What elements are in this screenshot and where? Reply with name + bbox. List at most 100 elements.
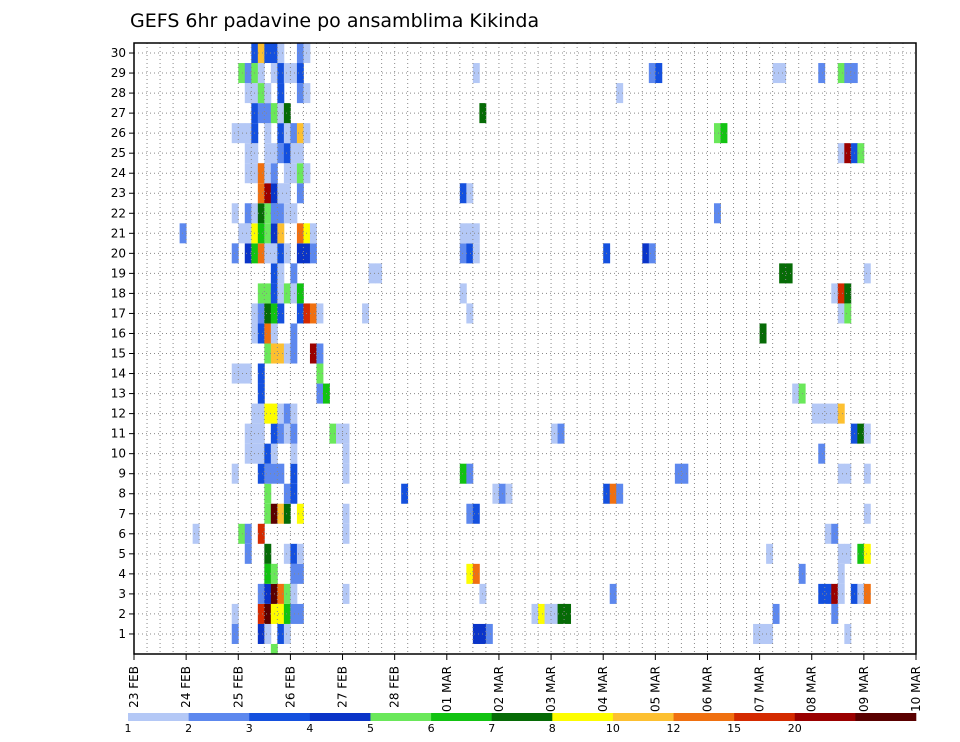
x-tick-label-12: 07 MAR [753, 666, 767, 712]
y-tick-label-12: 12 [111, 407, 126, 421]
cell-member-13-0 [257, 383, 265, 404]
cell-member-18-0 [257, 283, 265, 304]
colorbar-label-1: 2 [185, 722, 192, 735]
cell-member-17-2 [264, 303, 272, 324]
y-tick-label-19: 19 [111, 266, 126, 280]
cell-member-3-3 [277, 583, 285, 604]
colorbar-swatch-6 [491, 713, 553, 721]
cell-member-26-4 [264, 123, 272, 144]
y-tick-label-8: 8 [118, 487, 126, 501]
cell-member-20-16 [648, 243, 656, 264]
cell-member-20-10 [309, 243, 317, 264]
colorbar-label-4: 5 [367, 722, 374, 735]
cell-member-29-6 [283, 63, 291, 84]
cell-member-4-0 [264, 563, 272, 584]
y-tick-label-17: 17 [111, 306, 126, 320]
cell-member-2-13 [564, 603, 572, 624]
cell-member-26-11 [720, 123, 728, 144]
y-tick-label-3: 3 [118, 587, 126, 601]
cell-member-2-2 [264, 603, 272, 624]
cell-member-3-9 [818, 583, 826, 604]
cell-member-6-4 [342, 523, 350, 544]
cell-member-26-10 [713, 123, 721, 144]
y-tick-label-25: 25 [111, 146, 126, 160]
y-tick-label-2: 2 [118, 607, 126, 621]
cell-member-12-9 [824, 403, 832, 424]
cell-member-26-0 [231, 123, 239, 144]
cell-member-22-7 [283, 203, 291, 224]
cell-member-21-1 [238, 223, 246, 244]
cell-member-14-0 [231, 363, 239, 384]
y-tick-label-5: 5 [118, 547, 126, 561]
x-tick-label-5: 28 FEB [388, 666, 402, 708]
cell-member-20-8 [296, 243, 304, 264]
cell-member-3-14 [857, 583, 865, 604]
cell-member-12-5 [283, 403, 291, 424]
cell-member-22-6 [277, 203, 285, 224]
cell-member-17-10 [466, 303, 474, 324]
cell-member-9-0 [231, 463, 239, 484]
y-tick-label-24: 24 [111, 166, 126, 180]
cell-member-27-2 [264, 103, 272, 124]
cell-member-2-1 [257, 603, 265, 624]
cell-member-2-0 [231, 603, 239, 624]
cell-member-19-2 [290, 263, 298, 284]
cell-member-8-8 [609, 483, 617, 504]
cell-member-5-1 [264, 543, 272, 564]
cell-member-23-6 [459, 183, 467, 204]
cell-member-18-9 [837, 283, 845, 304]
x-tick-label-7: 02 MAR [492, 666, 506, 712]
cell-member-18-4 [283, 283, 291, 304]
cell-member-22-8 [290, 203, 298, 224]
cell-member-3-4 [283, 583, 291, 604]
x-tick-label-9: 04 MAR [596, 666, 610, 712]
cell-member-2-9 [538, 603, 545, 624]
cell-member-26-6 [283, 123, 291, 144]
cell-member-5-4 [296, 543, 304, 564]
cell-member-14-3 [257, 363, 265, 384]
cell-member-20-12 [466, 243, 474, 264]
cell-member-27-4 [277, 103, 285, 124]
y-tick-label-29: 29 [111, 66, 126, 80]
cell-member-11-8 [336, 423, 343, 444]
colorbar-swatch-1 [188, 713, 250, 721]
cell-member-16-1 [257, 323, 265, 344]
colorbar-swatch-8 [612, 713, 674, 721]
x-tick-label-4: 27 FEB [336, 666, 350, 708]
x-tick-label-11: 06 MAR [700, 666, 714, 712]
cell-member-20-1 [244, 243, 252, 264]
cell-member-14-1 [238, 363, 246, 384]
cell-member-11-9 [342, 423, 350, 444]
cell-member-1-7 [485, 623, 493, 644]
colorbar-swatch-7 [552, 713, 614, 721]
cell-member-23-3 [277, 183, 285, 204]
cell-member-10-0 [244, 443, 252, 464]
cell-member-9-8 [466, 463, 474, 484]
cell-member-16-2 [264, 323, 272, 344]
cell-member-12-7 [811, 403, 819, 424]
cell-member-25-9 [844, 143, 852, 164]
cell-member-4-3 [296, 563, 304, 584]
cell-member-21-5 [264, 223, 272, 244]
cell-member-30-5 [296, 43, 304, 64]
cell-member-2-10 [544, 603, 552, 624]
cell-member-10-6 [342, 443, 350, 464]
colorbar-swatch-5 [431, 713, 492, 721]
cell-member-3-5 [290, 583, 298, 604]
cell-member-22-9 [713, 203, 721, 224]
cell-member-24-5 [283, 163, 291, 184]
cell-member-7-7 [472, 503, 480, 524]
cell-member-3-8 [609, 583, 617, 604]
cell-member-29-8 [296, 63, 304, 84]
cell-member-8-2 [290, 483, 298, 504]
cell-member-2-4 [277, 603, 285, 624]
cell-member-21-0 [179, 223, 187, 244]
cell-member-5-9 [863, 543, 871, 564]
colorbar-label-6: 7 [488, 722, 495, 735]
cell-member-6-2 [244, 523, 252, 544]
cell-member-17-12 [844, 303, 852, 324]
cell-member-7-8 [863, 503, 871, 524]
cell-member-9-4 [277, 463, 285, 484]
cell-member-3-15 [863, 583, 871, 604]
colorbar-label-3: 4 [306, 722, 313, 735]
